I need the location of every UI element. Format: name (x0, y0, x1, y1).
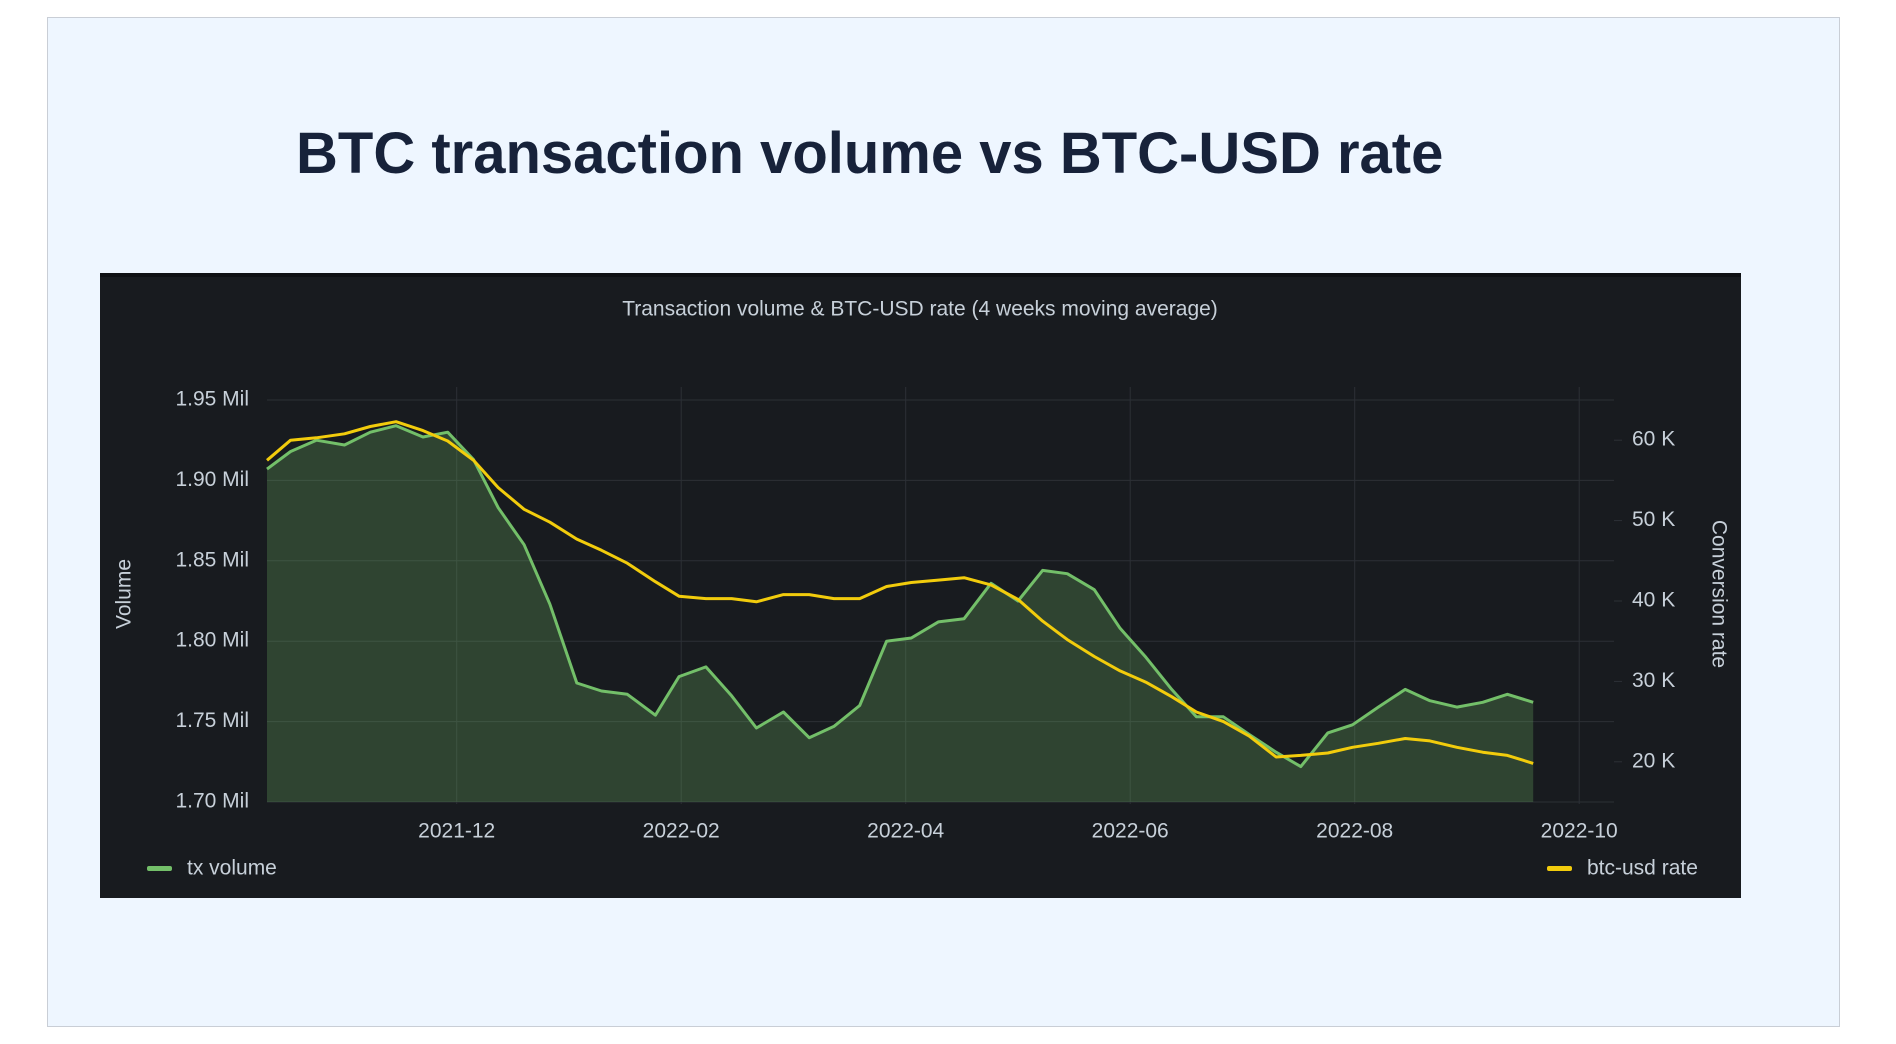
y2-tick-label: 30 K (1632, 669, 1675, 692)
x-tick-label: 2022-10 (1541, 820, 1618, 843)
x-tick-label: 2022-06 (1092, 820, 1169, 843)
legend-swatch (1547, 866, 1572, 871)
legend-swatch (147, 866, 172, 871)
y-tick-label: 1.95 Mil (175, 388, 249, 411)
x-tick-label: 2022-04 (867, 820, 944, 843)
area (267, 425, 1534, 802)
y2-axis-title: Conversion rate (1707, 520, 1730, 668)
legend-label[interactable]: tx volume (187, 857, 277, 880)
panel (100, 273, 1741, 898)
x-tick-label: 2022-02 (643, 820, 720, 843)
slide-title: BTC transaction volume vs BTC-USD rate (296, 121, 1444, 186)
y2-tick-label: 50 K (1632, 508, 1675, 531)
y-axis-title: Volume (113, 559, 136, 629)
y-tick-label: 1.90 Mil (175, 468, 249, 491)
chart-title: Transaction volume & BTC-USD rate (4 wee… (622, 298, 1218, 321)
y-tick-label: 1.70 Mil (175, 790, 249, 813)
panel-top (100, 273, 1741, 277)
legend-label[interactable]: btc-usd rate (1587, 857, 1698, 880)
y-tick-label: 1.75 Mil (175, 709, 249, 732)
y2-tick-label: 40 K (1632, 589, 1675, 612)
x-tick-label: 2022-08 (1316, 820, 1393, 843)
x-tick-label: 2021-12 (418, 820, 495, 843)
y2-tick-label: 20 K (1632, 749, 1675, 772)
line (266, 424, 1534, 769)
y-tick-label: 1.80 Mil (175, 629, 249, 652)
y-tick-label: 1.85 Mil (175, 548, 249, 571)
chart: Transaction volume & BTC-USD rate (4 wee… (100, 273, 1741, 898)
line (266, 420, 1534, 765)
y2-tick-label: 60 K (1632, 428, 1675, 451)
